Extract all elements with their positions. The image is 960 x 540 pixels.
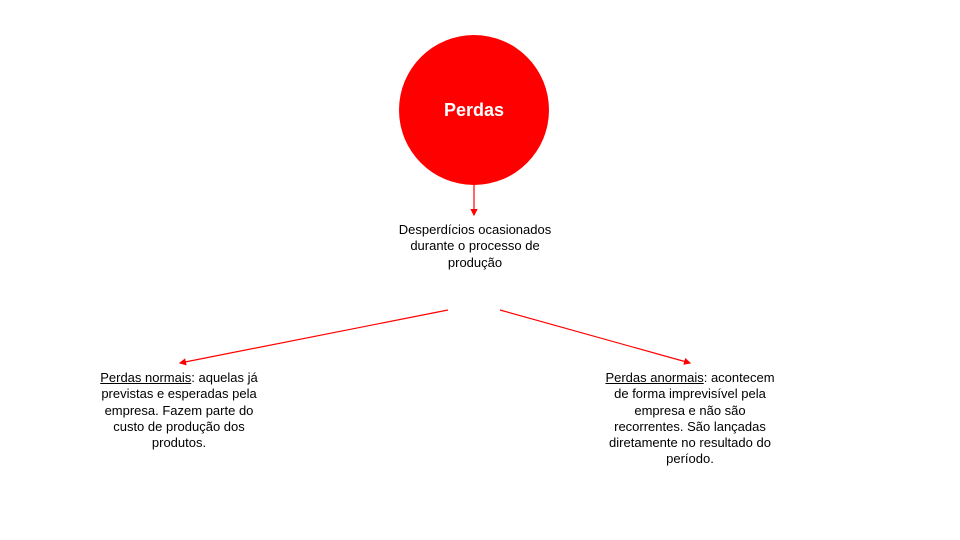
root-circle: Perdas — [399, 35, 549, 185]
left-branch-text: Perdas normais: aquelas já previstas e e… — [99, 370, 259, 451]
root-circle-label: Perdas — [444, 100, 504, 121]
right-branch-text: Perdas anormais: acontecem de forma impr… — [605, 370, 775, 468]
definition-text: Desperdícios ocasionados durante o proce… — [390, 222, 560, 271]
diagram-stage: Perdas Desperdícios ocasionados durante … — [0, 0, 960, 540]
arrow-to-left — [180, 310, 448, 363]
arrow-to-right — [500, 310, 690, 363]
left-heading: Perdas normais — [100, 370, 191, 385]
right-heading: Perdas anormais — [605, 370, 703, 385]
